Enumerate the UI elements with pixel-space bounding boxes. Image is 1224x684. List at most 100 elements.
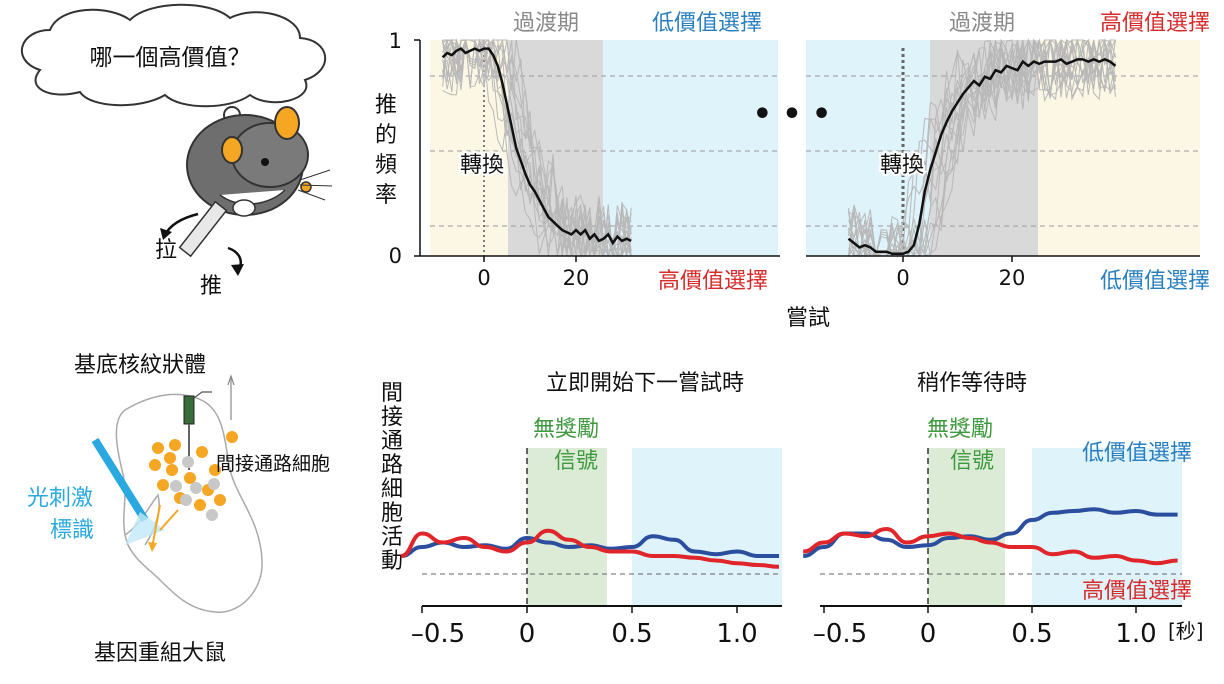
bubble-text: 哪一個高價值？ <box>90 45 251 71</box>
neuron-icon <box>206 509 218 521</box>
mouse-illustration: 拉 推 <box>155 106 333 299</box>
no-reward-label-left-1: 無獎勵 <box>533 417 599 442</box>
neuron-icon <box>166 464 178 476</box>
opto-label-2: 標識 <box>50 518 94 543</box>
right-high-value-trace <box>803 526 1178 566</box>
x-tick-left-0: 0 <box>477 266 490 290</box>
bottom-ylabel-char: 胞 <box>381 501 403 526</box>
optic-fiber-icon <box>91 437 149 523</box>
no-reward-label-left-2: 信號 <box>554 449 598 474</box>
neuron-icon <box>196 446 208 458</box>
x-tick-right-10: 1.0 <box>1115 619 1156 649</box>
top-ylabel-char: 頻 <box>375 153 397 178</box>
individual-trace <box>848 39 1116 258</box>
mouse-type-label: 基因重組大鼠 <box>94 641 226 666</box>
x-tick-right-05: 0.5 <box>1011 619 1052 649</box>
x-tick-left-05: 0.5 <box>611 619 652 649</box>
anatomy-diagram: 基底核紋狀體 間接通路細胞 光刺激 標識 基因重組大鼠 <box>27 353 330 666</box>
high-value-top-label: 高價值選擇 <box>1100 11 1210 36</box>
bottom-ylabel-char: 細 <box>381 477 403 502</box>
transition-label-left: 過渡期 <box>513 11 579 36</box>
neuron-icon <box>209 464 221 476</box>
neuron-icon <box>214 494 226 506</box>
neuron-icon <box>152 442 164 454</box>
bottom-ylabel-char: 通 <box>381 429 403 454</box>
high-value-bottom-label: 高價值選擇 <box>658 269 768 294</box>
neuron-icon <box>182 456 194 468</box>
neuron-icon <box>190 482 202 494</box>
switch-label-right: 轉換 <box>880 153 924 178</box>
probe-icon <box>183 395 195 425</box>
neuron-icon <box>180 494 192 506</box>
top-ylabel-char: 的 <box>375 123 397 148</box>
no-reward-shade-left <box>527 448 607 606</box>
x-tick-left-0: 0 <box>519 619 536 649</box>
mean-trace-right <box>847 57 1117 256</box>
right-panel-title: 稍作等待時 <box>917 371 1027 396</box>
individual-trace <box>442 39 632 257</box>
top-ylabel-char: 率 <box>375 183 397 208</box>
bottom-ylabel-char: 路 <box>381 453 403 478</box>
x-tick-left-20: 20 <box>563 266 590 290</box>
push-label: 推 <box>200 274 222 299</box>
thought-bubble: 哪一個高價值？ <box>20 3 326 133</box>
low-value-bottom-label: 低價值選擇 <box>1100 269 1210 294</box>
left-high-value-trace <box>400 528 780 569</box>
region-title: 基底核紋狀體 <box>74 353 206 378</box>
x-tick-right-20: 20 <box>999 266 1026 290</box>
bottom-ylabel-char: 活 <box>381 525 403 550</box>
x-tick-right-0: 0 <box>896 266 909 290</box>
choice-shade-left <box>632 448 782 606</box>
individual-trace <box>442 39 632 258</box>
left-panel-title: 立即開始下一嘗試時 <box>546 371 744 396</box>
neuron-icon <box>184 472 196 484</box>
individual-trace <box>442 39 632 257</box>
individual-trace <box>848 38 1116 257</box>
bottom-ylabel-char: 動 <box>381 549 403 574</box>
neuron-icon <box>194 499 206 511</box>
x-tick-left-neg05: –0.5 <box>411 619 465 649</box>
individual-trace <box>848 38 1116 258</box>
switch-label-left: 轉換 <box>460 153 504 178</box>
neuron-cluster <box>149 431 238 521</box>
cell-label: 間接通路細胞 <box>216 453 330 475</box>
bottom-ylabel-char: 接 <box>381 405 403 430</box>
transition-label-right: 過渡期 <box>949 11 1015 36</box>
low-value-top-label: 低價值選擇 <box>652 11 762 36</box>
opto-label-1: 光刺激 <box>27 486 93 511</box>
high-value-label: 高價值選擇 <box>1082 579 1192 604</box>
pull-label: 拉 <box>155 238 177 263</box>
top-xlabel: 嘗試 <box>786 306 830 331</box>
ellipsis: • • • <box>753 97 831 132</box>
mean-trace-left <box>441 47 632 246</box>
no-reward-shade-right <box>928 448 1005 606</box>
neuron-icon <box>170 480 182 492</box>
shade-low-right <box>806 40 930 256</box>
no-reward-label-right-1: 無獎勵 <box>927 417 993 442</box>
neuron-icon <box>157 479 169 491</box>
neuron-icon <box>164 452 176 464</box>
x-tick-right-0: 0 <box>920 619 937 649</box>
neuron-icon <box>208 478 220 490</box>
x-tick-left-10: 1.0 <box>716 619 757 649</box>
x-tick-right-neg05: –0.5 <box>813 619 867 649</box>
no-reward-label-right-2: 信號 <box>950 449 994 474</box>
top-ylabel-char: 推 <box>375 93 397 118</box>
neuron-icon <box>169 439 181 451</box>
ear-icon <box>274 106 300 140</box>
neuron-icon <box>226 431 238 443</box>
neuron-icon <box>149 459 161 471</box>
x-unit: [秒] <box>1168 619 1204 643</box>
bottom-ylabel-char: 間 <box>381 381 403 406</box>
lever-icon <box>178 200 228 258</box>
y-tick-0: 0 <box>389 244 402 268</box>
choice-shade-right <box>1032 448 1182 606</box>
y-tick-1: 1 <box>389 29 402 53</box>
right-low-value-trace <box>803 507 1178 558</box>
low-value-label: 低價值選擇 <box>1082 441 1192 466</box>
